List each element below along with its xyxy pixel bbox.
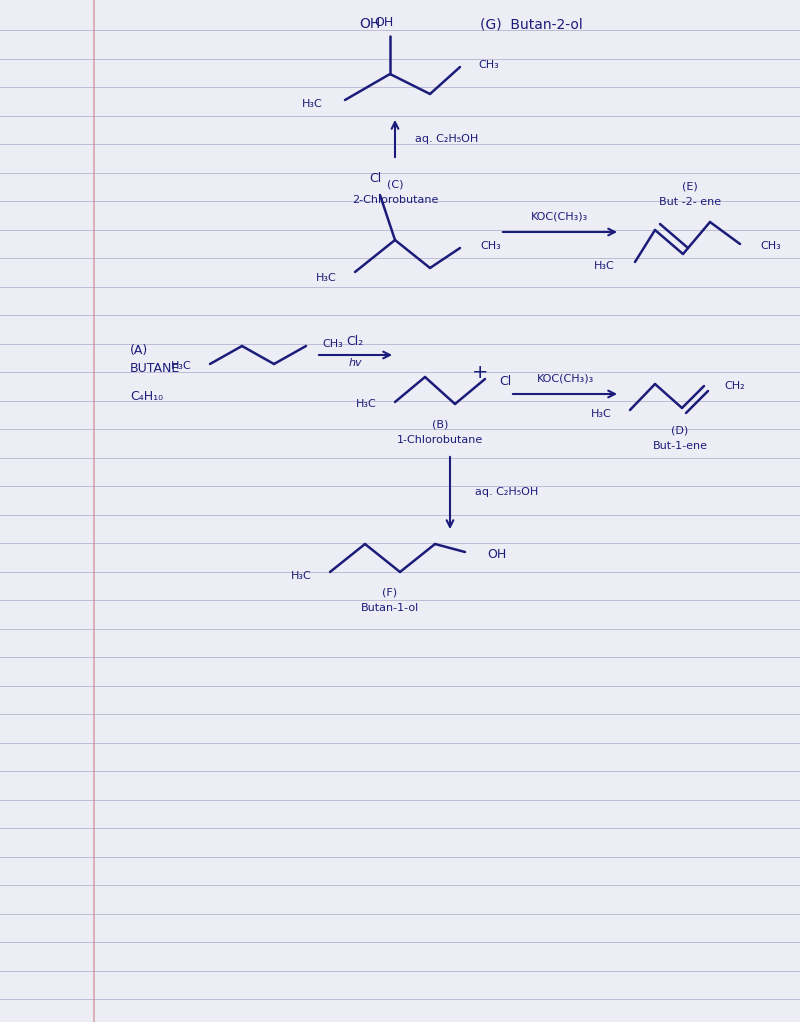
Text: (A): (A) [130,343,148,357]
Text: (G)  Butan-2-ol: (G) Butan-2-ol [480,17,582,31]
Text: OH: OH [374,15,394,29]
Text: 2-Chlorobutane: 2-Chlorobutane [352,195,438,205]
Text: 1-Chlorobutane: 1-Chlorobutane [397,435,483,445]
Text: +: + [472,363,488,381]
Text: Cl₂: Cl₂ [346,334,364,347]
Text: CH₂: CH₂ [724,381,745,391]
Text: CH₃: CH₃ [480,241,501,251]
Text: Cl: Cl [499,374,511,387]
Text: C₄H₁₀: C₄H₁₀ [130,389,163,403]
Text: CH₃: CH₃ [322,339,342,349]
Text: H₃C: H₃C [171,361,192,371]
Text: OH: OH [359,17,381,31]
Text: H₃C: H₃C [316,273,337,283]
Text: H₃C: H₃C [302,99,323,109]
Text: But-1-ene: But-1-ene [653,442,707,451]
Text: CH₃: CH₃ [760,241,781,251]
Text: aq. C₂H₅OH: aq. C₂H₅OH [415,134,478,144]
Text: H₃C: H₃C [594,261,615,271]
Text: Cl: Cl [369,172,381,185]
Text: (D): (D) [671,425,689,435]
Text: Butan-1-ol: Butan-1-ol [361,603,419,613]
Text: (B): (B) [432,419,448,429]
Text: BUTANE: BUTANE [130,362,180,374]
Text: H₃C: H₃C [356,399,377,409]
Text: CH₃: CH₃ [478,60,498,69]
Text: hv: hv [348,358,362,368]
Text: H₃C: H₃C [591,409,612,419]
Text: aq. C₂H₅OH: aq. C₂H₅OH [475,487,538,497]
Text: But -2- ene: But -2- ene [659,197,721,207]
Text: (C): (C) [386,179,403,189]
Text: H₃C: H₃C [291,571,312,580]
Text: OH: OH [487,548,506,560]
Text: KOC(CH₃)₃: KOC(CH₃)₃ [531,211,589,221]
Text: (F): (F) [382,587,398,597]
Text: (E): (E) [682,181,698,191]
Text: KOC(CH₃)₃: KOC(CH₃)₃ [536,373,594,383]
